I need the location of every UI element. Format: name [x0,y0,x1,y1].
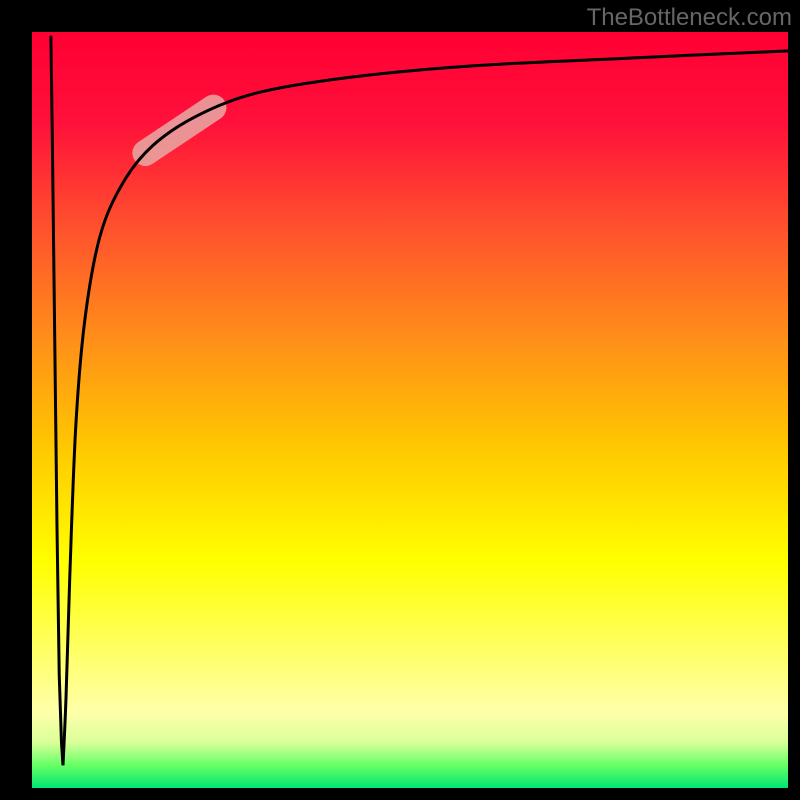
attribution-text: TheBottleneck.com [587,4,792,32]
chart-frame: TheBottleneck.com [0,0,800,800]
curve-ascending [63,51,788,765]
curve-descending [51,36,63,766]
curve-layer [32,32,788,788]
plot-area [32,32,788,788]
